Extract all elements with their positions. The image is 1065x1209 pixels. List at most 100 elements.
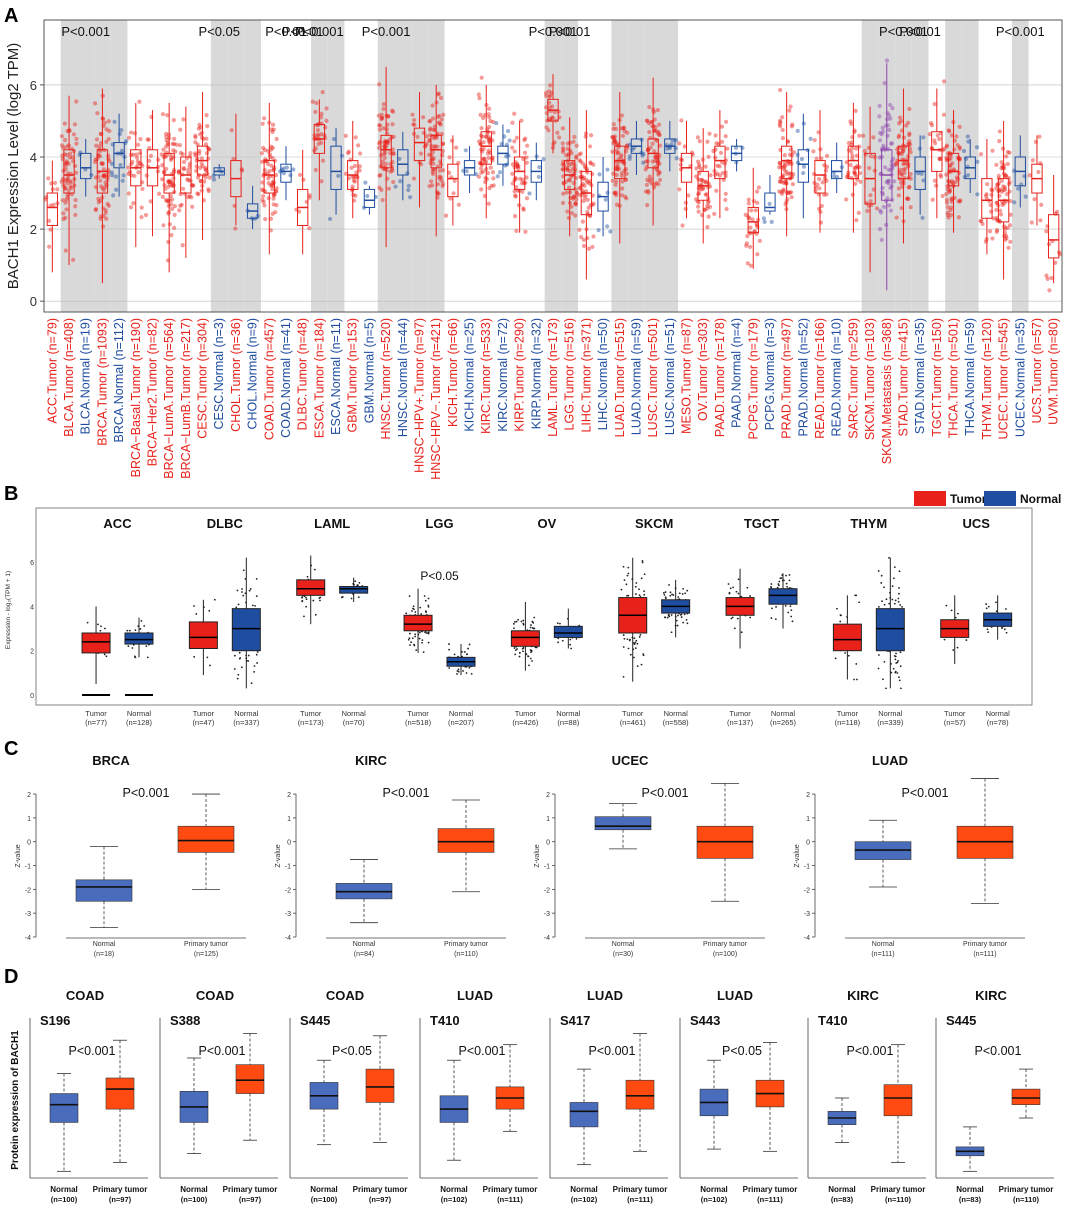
data-point [412, 122, 417, 127]
chart-title: LUAD [717, 988, 753, 1003]
data-point [389, 135, 394, 140]
data-point [813, 185, 818, 190]
data-point [73, 204, 78, 209]
data-point [713, 155, 718, 160]
x-tick-count: (n=337) [233, 718, 260, 727]
data-point [999, 189, 1005, 194]
data-point [107, 128, 112, 134]
data-point [520, 620, 523, 623]
chart-title: LUAD [457, 988, 493, 1003]
data-point [853, 172, 858, 177]
data-point [571, 194, 577, 199]
data-point [431, 127, 436, 132]
x-tick-label: KIRC.Tumor (n=533) [479, 318, 493, 434]
data-point [897, 659, 899, 662]
data-point [990, 236, 995, 241]
data-point [999, 166, 1004, 171]
data-point [888, 556, 890, 559]
data-point [107, 159, 112, 164]
data-point [902, 161, 907, 166]
data-point [189, 195, 194, 200]
data-point [393, 184, 398, 189]
data-point [534, 646, 537, 649]
data-point [171, 148, 176, 153]
data-point [728, 591, 731, 594]
data-point [510, 181, 515, 186]
data-point [978, 152, 984, 157]
data-point [381, 126, 386, 131]
data-point [777, 179, 783, 184]
data-point [376, 113, 381, 118]
data-point [62, 152, 67, 157]
data-point [106, 156, 111, 162]
data-point [574, 190, 580, 195]
x-tick-label: Normal [956, 1185, 984, 1194]
data-point [291, 167, 296, 172]
data-point [435, 114, 440, 119]
p-value-label: P<0.001 [996, 24, 1045, 39]
x-tick-label: COAD.Normal (n=41) [279, 318, 293, 438]
y-tick-label: 2 [546, 792, 550, 799]
data-point [921, 178, 926, 183]
data-point [62, 121, 67, 126]
data-point [447, 155, 452, 160]
data-point [696, 209, 701, 214]
data-point [382, 140, 387, 145]
data-point [948, 153, 953, 158]
data-point [744, 243, 749, 248]
data-point [950, 609, 953, 612]
x-tick-label: Tumor [193, 709, 215, 718]
data-point [782, 160, 787, 166]
data-point [494, 120, 499, 126]
data-point [878, 654, 880, 656]
x-tick-label: Normal [872, 941, 895, 948]
data-point [488, 165, 493, 170]
data-point [883, 165, 888, 170]
data-point [801, 164, 807, 169]
group-21-box [397, 149, 409, 176]
data-point [411, 122, 416, 127]
data-point [515, 161, 520, 167]
data-point [519, 118, 524, 123]
data-point [233, 654, 236, 657]
data-point [569, 204, 574, 209]
x-tick-label: Normal [570, 1185, 598, 1194]
data-point [145, 137, 150, 142]
x-tick-count: (n=111) [497, 1195, 523, 1204]
data-point [269, 144, 274, 149]
data-point [266, 161, 271, 167]
data-point [868, 199, 873, 204]
data-point [414, 611, 417, 613]
x-tick-label: Tumor [300, 709, 322, 718]
x-tick-count: (n=111) [973, 951, 996, 958]
data-point [379, 115, 385, 121]
data-point [490, 156, 495, 161]
x-tick-label: BRCA−Basal.Tumor (n=190) [129, 318, 143, 477]
data-point [113, 174, 119, 179]
data-point [268, 216, 274, 221]
data-point [262, 116, 267, 121]
data-point [1004, 233, 1009, 239]
y-axis-label: Z-value [275, 844, 282, 867]
data-point [944, 158, 949, 163]
chart-title: LUAD [587, 988, 623, 1003]
data-point [65, 171, 70, 176]
data-point [200, 164, 205, 169]
data-point [1053, 211, 1058, 216]
data-point [639, 634, 642, 636]
data-point [933, 141, 938, 146]
data-point [868, 193, 873, 198]
band-shade [961, 20, 979, 312]
data-point [656, 172, 661, 177]
data-point [481, 146, 486, 151]
x-tick-count: (n=110) [454, 951, 478, 958]
p-value-label: P<0.001 [847, 1044, 894, 1058]
data-point [782, 163, 788, 168]
data-point [854, 146, 859, 151]
data-point [894, 162, 899, 167]
data-point [565, 209, 570, 214]
data-point [171, 118, 176, 123]
band-shade [561, 20, 579, 312]
data-point [1055, 209, 1060, 214]
group-46-box [814, 160, 826, 194]
